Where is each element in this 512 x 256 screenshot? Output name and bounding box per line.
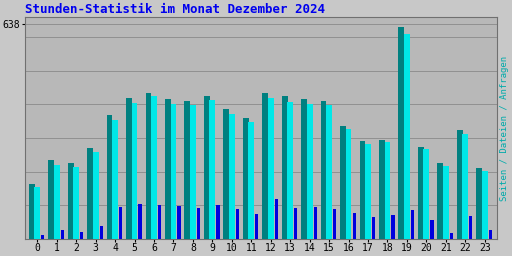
Bar bbox=[353, 213, 356, 239]
Bar bbox=[326, 105, 332, 239]
Bar bbox=[282, 96, 288, 239]
Text: Stunden-Statistik im Monat Dezember 2024: Stunden-Statistik im Monat Dezember 2024 bbox=[25, 3, 325, 16]
Bar bbox=[248, 122, 254, 239]
Bar bbox=[385, 142, 391, 239]
Bar bbox=[365, 144, 371, 239]
Bar bbox=[392, 216, 395, 239]
Bar bbox=[340, 126, 346, 239]
Bar bbox=[68, 163, 74, 239]
Bar bbox=[190, 105, 196, 239]
Bar bbox=[112, 120, 118, 239]
Bar bbox=[411, 210, 414, 239]
Bar bbox=[177, 206, 181, 239]
Bar bbox=[209, 100, 215, 239]
Bar bbox=[274, 199, 278, 239]
Bar bbox=[229, 114, 234, 239]
Bar bbox=[294, 208, 297, 239]
Bar bbox=[48, 160, 54, 239]
Bar bbox=[165, 99, 171, 239]
Bar bbox=[450, 233, 453, 239]
Bar bbox=[223, 110, 229, 239]
Bar bbox=[301, 99, 307, 239]
Bar bbox=[443, 166, 449, 239]
Bar bbox=[398, 27, 404, 239]
Bar bbox=[126, 98, 132, 239]
Bar bbox=[372, 217, 375, 239]
Y-axis label: Seiten / Dateien / Anfragen: Seiten / Dateien / Anfragen bbox=[500, 56, 509, 200]
Bar bbox=[418, 146, 424, 239]
Bar bbox=[170, 104, 176, 239]
Bar bbox=[379, 140, 385, 239]
Bar bbox=[119, 207, 122, 239]
Bar bbox=[437, 163, 443, 239]
Bar bbox=[54, 165, 59, 239]
Bar bbox=[431, 220, 434, 239]
Bar bbox=[243, 118, 249, 239]
Bar bbox=[99, 226, 103, 239]
Bar bbox=[287, 102, 293, 239]
Bar bbox=[255, 214, 259, 239]
Bar bbox=[93, 152, 98, 239]
Bar bbox=[29, 184, 35, 239]
Bar bbox=[268, 98, 273, 239]
Bar bbox=[132, 103, 137, 239]
Bar bbox=[262, 93, 268, 239]
Bar bbox=[87, 148, 93, 239]
Bar bbox=[106, 114, 113, 239]
Bar bbox=[151, 96, 157, 239]
Bar bbox=[404, 34, 410, 239]
Bar bbox=[145, 93, 152, 239]
Bar bbox=[197, 208, 200, 239]
Bar bbox=[34, 187, 40, 239]
Bar bbox=[80, 232, 83, 239]
Bar bbox=[73, 167, 79, 239]
Bar bbox=[216, 205, 220, 239]
Bar bbox=[476, 168, 482, 239]
Bar bbox=[307, 104, 312, 239]
Bar bbox=[60, 230, 64, 239]
Bar bbox=[184, 101, 190, 239]
Bar bbox=[423, 149, 430, 239]
Bar bbox=[359, 142, 366, 239]
Bar bbox=[346, 129, 352, 239]
Bar bbox=[457, 130, 463, 239]
Bar bbox=[236, 209, 239, 239]
Bar bbox=[321, 101, 327, 239]
Bar bbox=[333, 209, 336, 239]
Bar bbox=[482, 171, 488, 239]
Bar bbox=[462, 134, 468, 239]
Bar bbox=[138, 204, 142, 239]
Bar bbox=[158, 205, 161, 239]
Bar bbox=[470, 216, 473, 239]
Bar bbox=[313, 207, 317, 239]
Bar bbox=[204, 96, 210, 239]
Bar bbox=[489, 230, 492, 239]
Bar bbox=[41, 235, 45, 239]
